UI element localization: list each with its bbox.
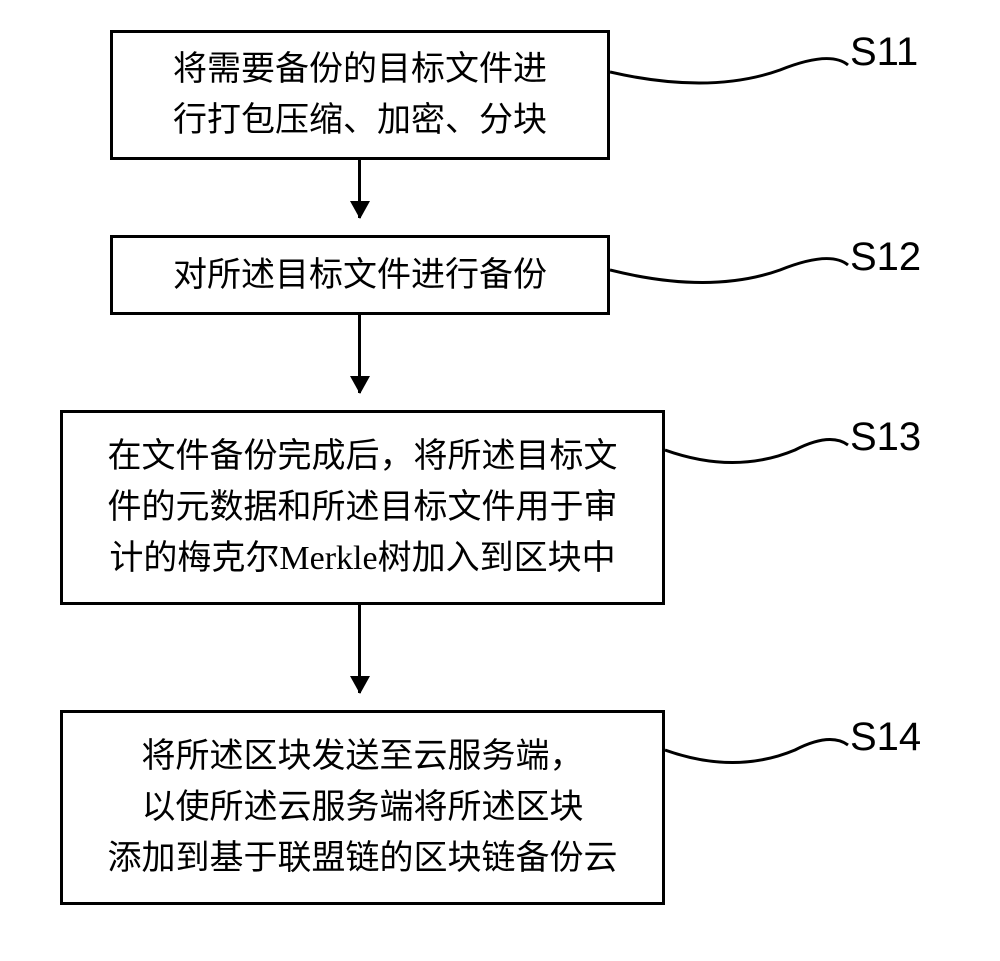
step-box-s14: 将所述区块发送至云服务端， 以使所述云服务端将所述区块 添加到基于联盟链的区块链…: [60, 710, 665, 905]
arrow-s13-s14: [358, 605, 361, 693]
step-label-s14: S14: [850, 715, 921, 760]
arrow-s11-s12: [358, 160, 361, 218]
step-text-s13: 在文件备份完成后，将所述目标文 件的元数据和所述目标文件用于审 计的梅克尔Mer…: [108, 431, 618, 584]
connector-s14: [665, 720, 850, 780]
connector-s13: [665, 420, 850, 480]
step-label-s11: S11: [850, 30, 918, 75]
flowchart-container: 将需要备份的目标文件进 行打包压缩、加密、分块 S11 对所述目标文件进行备份 …: [0, 0, 1000, 961]
step-text-s14: 将所述区块发送至云服务端， 以使所述云服务端将所述区块 添加到基于联盟链的区块链…: [108, 731, 618, 884]
step-text-s12: 对所述目标文件进行备份: [173, 250, 547, 301]
step-box-s11: 将需要备份的目标文件进 行打包压缩、加密、分块: [110, 30, 610, 160]
step-box-s12: 对所述目标文件进行备份: [110, 235, 610, 315]
arrow-s12-s13: [358, 315, 361, 393]
step-label-s13: S13: [850, 415, 921, 460]
step-box-s13: 在文件备份完成后，将所述目标文 件的元数据和所述目标文件用于审 计的梅克尔Mer…: [60, 410, 665, 605]
step-text-s11: 将需要备份的目标文件进 行打包压缩、加密、分块: [173, 44, 547, 146]
step-label-s12: S12: [850, 235, 921, 280]
connector-s12: [610, 240, 850, 300]
connector-s11: [610, 40, 850, 100]
